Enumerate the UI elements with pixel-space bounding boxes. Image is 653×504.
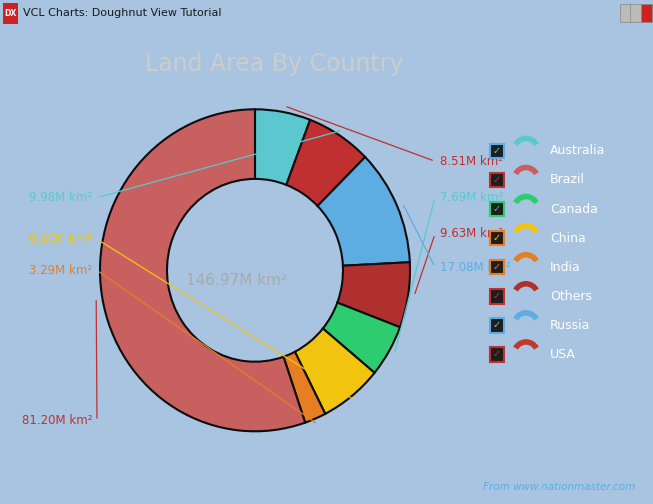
FancyBboxPatch shape — [3, 3, 18, 24]
Text: DX: DX — [5, 9, 16, 18]
Wedge shape — [286, 120, 365, 206]
Text: ✓: ✓ — [493, 204, 501, 214]
Wedge shape — [283, 352, 325, 423]
FancyBboxPatch shape — [490, 144, 504, 158]
Text: Canada: Canada — [550, 203, 598, 216]
Wedge shape — [338, 262, 410, 327]
FancyBboxPatch shape — [641, 4, 652, 22]
Text: 7.69M km²: 7.69M km² — [440, 191, 503, 204]
Text: 9.98M km²: 9.98M km² — [29, 191, 92, 204]
Text: ✓: ✓ — [493, 233, 501, 243]
Text: Brazil: Brazil — [550, 173, 585, 186]
Text: 3.29M km²: 3.29M km² — [29, 264, 92, 277]
Text: USA: USA — [550, 348, 576, 361]
Wedge shape — [323, 302, 400, 373]
Text: Russia: Russia — [550, 319, 590, 332]
Text: ✓: ✓ — [493, 291, 501, 301]
Text: ✓: ✓ — [493, 321, 501, 330]
Text: ✓: ✓ — [493, 349, 501, 359]
FancyBboxPatch shape — [490, 231, 504, 245]
FancyBboxPatch shape — [490, 318, 504, 333]
Text: ✓: ✓ — [493, 175, 501, 185]
Text: Others: Others — [550, 290, 592, 303]
Wedge shape — [100, 109, 305, 431]
FancyBboxPatch shape — [490, 260, 504, 275]
Text: From www.nationmaster.com: From www.nationmaster.com — [483, 481, 635, 491]
FancyBboxPatch shape — [490, 202, 504, 216]
Text: Land Area By Country: Land Area By Country — [145, 52, 404, 76]
Text: China: China — [550, 232, 586, 244]
Text: 146.97M km²: 146.97M km² — [187, 273, 287, 288]
Text: 81.20M km²: 81.20M km² — [22, 414, 92, 427]
FancyBboxPatch shape — [490, 347, 504, 362]
FancyBboxPatch shape — [490, 289, 504, 303]
FancyBboxPatch shape — [630, 4, 642, 22]
Text: 17.08M km²: 17.08M km² — [440, 261, 511, 274]
FancyBboxPatch shape — [620, 4, 631, 22]
Text: 9.63M km²: 9.63M km² — [440, 227, 503, 240]
Text: India: India — [550, 261, 581, 274]
Wedge shape — [295, 329, 375, 414]
Text: ✓: ✓ — [493, 262, 501, 272]
Text: VCL Charts: Doughnut View Tutorial: VCL Charts: Doughnut View Tutorial — [23, 8, 221, 18]
Text: Australia: Australia — [550, 144, 605, 157]
Text: ✓: ✓ — [493, 146, 501, 156]
FancyBboxPatch shape — [490, 173, 504, 187]
Text: 9.60M km²: 9.60M km² — [29, 233, 92, 245]
Text: 8.51M km²: 8.51M km² — [440, 155, 503, 168]
Wedge shape — [255, 109, 310, 185]
Wedge shape — [317, 157, 410, 266]
